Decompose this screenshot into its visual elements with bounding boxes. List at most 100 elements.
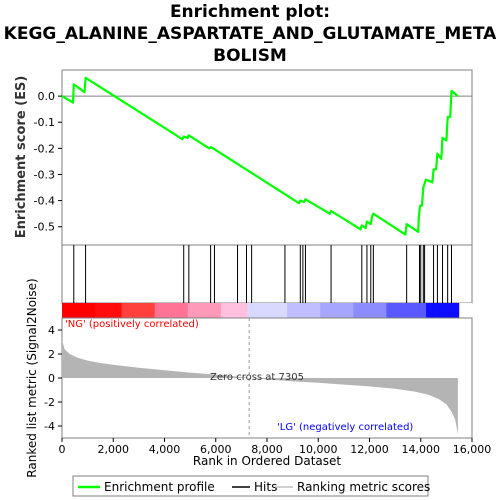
color-bar-segment <box>62 303 70 318</box>
color-bar-segment <box>181 303 189 318</box>
color-bar-segment <box>134 303 142 318</box>
color-bar-segment <box>141 303 149 318</box>
color-bar-segment <box>439 303 447 318</box>
color-bar-segment <box>445 303 454 318</box>
color-bar-segment <box>167 303 176 318</box>
color-bar-segment <box>379 303 387 318</box>
color-bar-segment <box>114 303 123 318</box>
color-bar-segment <box>234 303 242 318</box>
metric-tick-label: -2 <box>44 396 55 409</box>
es-tick-label: -0.2 <box>34 142 55 155</box>
rank-color-bar <box>62 303 472 318</box>
ranking-metric-area <box>62 339 458 435</box>
color-bar-segment <box>353 303 361 318</box>
color-bar-segment <box>293 303 301 318</box>
es-tick-label: -0.5 <box>34 221 55 234</box>
metric-tick-label: 2 <box>48 348 55 361</box>
color-bar-segment <box>220 303 228 318</box>
color-bar-segment <box>313 303 321 318</box>
color-bar-segment <box>240 303 248 318</box>
legend-box <box>72 475 429 497</box>
color-bar-segment <box>253 303 262 318</box>
color-bar-segment <box>227 303 235 318</box>
es-axis-label: Enrichment score (ES) <box>14 76 29 239</box>
color-bar-segment <box>326 303 334 318</box>
color-bar-segment <box>108 303 116 318</box>
es-tick-label: -0.3 <box>34 168 55 181</box>
color-bar-segment <box>148 303 156 318</box>
color-bar-segment <box>95 303 103 318</box>
chart-title-line3: BOLISM <box>213 46 287 66</box>
x-axis-label: Rank in Ordered Dataset <box>193 454 341 468</box>
color-bar-segment <box>406 303 414 318</box>
x-tick-label: 16,000 <box>453 443 492 456</box>
color-bar-segment <box>174 303 182 318</box>
color-bar-segment <box>287 303 295 318</box>
color-bar-segment <box>121 303 129 318</box>
metric-tick-label: -4 <box>44 420 55 433</box>
color-bar-segment <box>300 303 308 318</box>
zero-cross-label: Zero cross at 7305 <box>210 372 304 383</box>
x-tick-label: 2,000 <box>98 443 130 456</box>
metric-axis-label: Ranked list metric (Signal2Noise) <box>25 278 39 477</box>
color-bar-segment <box>187 303 195 318</box>
color-bar-segment <box>68 303 76 318</box>
es-tick-label: -0.1 <box>34 116 55 129</box>
chart-title-line1: Enrichment plot: <box>170 2 330 22</box>
color-bar-segment <box>280 303 288 318</box>
color-bar-segment <box>214 303 222 318</box>
metric-tick-label: 4 <box>48 324 55 337</box>
color-bar-segment <box>359 303 368 318</box>
color-bar-segment <box>247 303 255 318</box>
es-panel <box>61 69 473 246</box>
es-tick-label: -0.4 <box>34 195 55 208</box>
color-bar-segment <box>399 303 407 318</box>
color-bar-segment <box>366 303 374 318</box>
x-tick-label: 12,000 <box>350 443 389 456</box>
color-bar-segment <box>432 303 440 318</box>
metric-tick-label: 0 <box>48 372 55 385</box>
color-bar-segment <box>320 303 328 318</box>
color-bar-segment <box>260 303 268 318</box>
x-tick-label: 0 <box>59 443 66 456</box>
color-bar-segment <box>386 303 394 318</box>
positive-label: 'NG' (positively correlated) <box>65 319 199 330</box>
color-bar-segment <box>273 303 281 318</box>
negative-label: 'LG' (negatively correlated) <box>277 422 413 433</box>
x-tick-label: 10,000 <box>299 443 338 456</box>
color-bar-segment <box>207 303 215 318</box>
color-bar-segment <box>392 303 401 318</box>
x-tick-label: 8,000 <box>251 443 283 456</box>
color-bar-segment <box>306 303 315 318</box>
legend-hits-label: Hits <box>254 480 277 494</box>
color-bar-segment <box>75 303 83 318</box>
enrichment-profile-line <box>61 76 459 236</box>
x-tick-label: 14,000 <box>402 443 441 456</box>
legend-ranking-label: Ranking metric scores <box>297 480 430 494</box>
color-bar-segment <box>340 303 348 318</box>
color-bar-segment <box>161 303 169 318</box>
color-bar-segment <box>267 303 275 318</box>
x-tick-label: 6,000 <box>200 443 232 456</box>
color-bar-segment <box>346 303 354 318</box>
color-bar-segment <box>412 303 420 318</box>
color-bar-segment <box>128 303 136 318</box>
color-bar-segment <box>419 303 427 318</box>
color-bar-segment <box>101 303 109 318</box>
color-bar-segment <box>88 303 96 318</box>
color-bar-segment <box>154 303 162 318</box>
hits-panel <box>61 244 473 304</box>
color-bar-segment <box>81 303 89 318</box>
es-tick-label: 0.0 <box>38 90 56 103</box>
color-bar-segment <box>201 303 209 318</box>
color-bar-segment <box>194 303 202 318</box>
x-tick-label: 4,000 <box>149 443 181 456</box>
color-bar-segment <box>373 303 381 318</box>
color-bar-segment <box>426 303 434 318</box>
chart-title-line2: KEGG_ALANINE_ASPARTATE_AND_GLUTAMATE_MET… <box>4 24 498 44</box>
color-bar-segment <box>333 303 341 318</box>
color-bar-segment <box>452 303 460 318</box>
legend-enrichment-label: Enrichment profile <box>104 480 215 494</box>
color-bar-tail <box>459 303 472 318</box>
